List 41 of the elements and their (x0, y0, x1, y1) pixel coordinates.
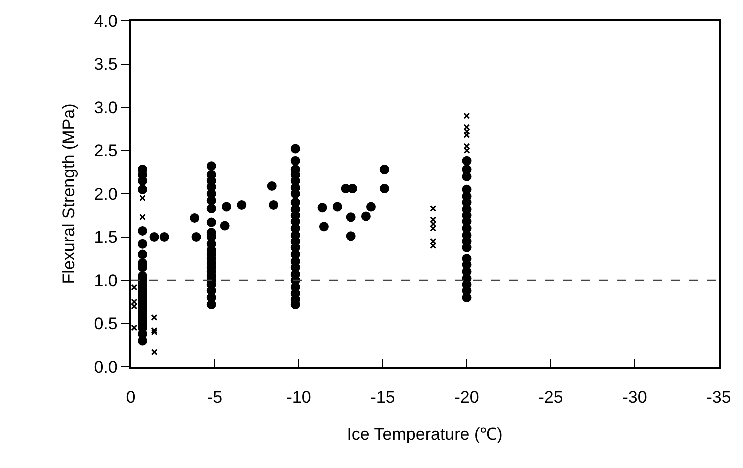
point (430, 216, 437, 224)
point (430, 242, 437, 250)
y-tick-label: 0.0 (94, 358, 118, 377)
point (131, 303, 138, 310)
point (430, 238, 437, 245)
point (464, 143, 470, 150)
point (151, 327, 158, 334)
point (464, 148, 470, 154)
x-tick-label: -15 (370, 388, 396, 408)
point (140, 195, 146, 202)
point (464, 132, 470, 138)
point (151, 314, 158, 321)
y-tick-label: 2.5 (94, 142, 118, 161)
x-tick-label: -25 (538, 388, 564, 408)
y-tick-label: 3.0 (94, 98, 118, 118)
point (140, 214, 146, 221)
point (151, 349, 158, 356)
x-tick-label: -5 (207, 388, 223, 408)
x-tick-label: -20 (454, 388, 480, 408)
y-tick-label: 2.0 (94, 184, 118, 204)
point (131, 324, 138, 332)
point (464, 124, 470, 131)
point (464, 128, 470, 135)
y-tick-label: 1.5 (94, 228, 118, 248)
y-tick-label: 0.5 (94, 314, 118, 334)
y-tick-label: 3.5 (94, 55, 118, 74)
point (430, 225, 437, 232)
point (430, 221, 437, 228)
point (430, 205, 437, 212)
y-tick-label: 4.0 (94, 12, 118, 31)
x-tick-label: -10 (286, 388, 312, 408)
x-tick-label: -35 (706, 388, 732, 408)
point (151, 329, 158, 336)
x-tick-label: 0 (126, 388, 136, 408)
y-axis-title: Flexural Strength (MPa) (59, 104, 78, 284)
point (464, 112, 470, 120)
x-axis-title: Ice Temperature (℃) (347, 425, 503, 444)
point (131, 284, 138, 291)
point (131, 298, 138, 306)
y-tick-label: 1.0 (94, 271, 118, 290)
x-tick-label: -30 (622, 388, 648, 408)
